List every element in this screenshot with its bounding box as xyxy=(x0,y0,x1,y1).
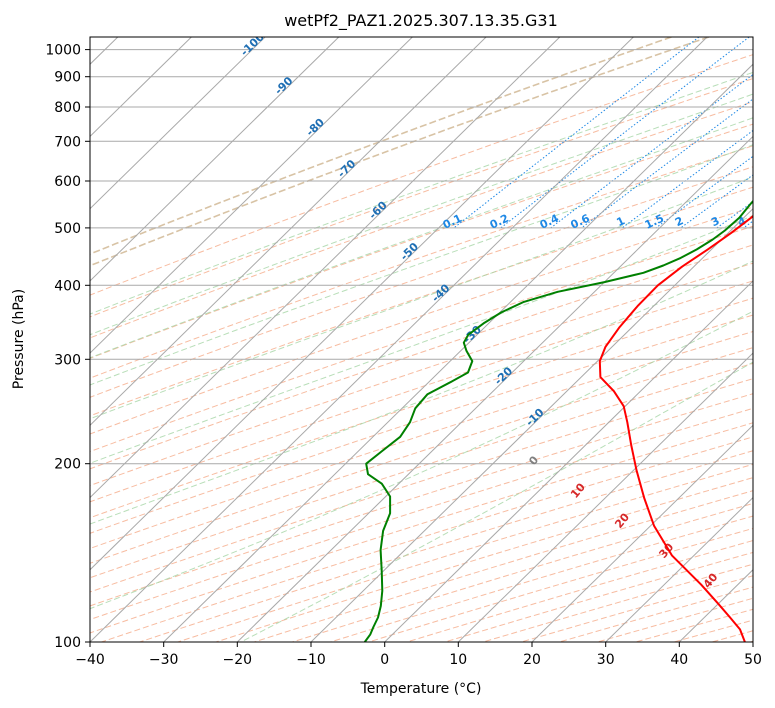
moist-adiabat-line xyxy=(90,176,753,420)
x-axis-ticks: −40 −30 −20 −10 0 10 20 30 40 50 xyxy=(75,642,762,668)
chart-title: wetPf2_PAZ1.2025.307.13.35.G31 xyxy=(284,11,558,31)
isotherm-line xyxy=(90,37,340,282)
isotherm-line xyxy=(605,496,753,642)
dry-adiabat-line xyxy=(90,244,753,470)
isotherm-line xyxy=(163,63,753,642)
y-tick-label: 700 xyxy=(54,134,81,150)
isotherm-line xyxy=(90,37,487,427)
isotherm-line xyxy=(90,37,634,571)
moist-adiabat-line xyxy=(90,117,753,359)
isotherm-line xyxy=(90,37,266,210)
mixing-ratio-line xyxy=(581,98,753,229)
x-tick-label: 50 xyxy=(744,652,762,668)
dry-adiabat-line xyxy=(90,145,753,379)
dry-adiabat-line xyxy=(90,78,753,318)
y-tick-label: 600 xyxy=(54,174,81,190)
y-axis-ticks: 1000 900 800 700 600 500 400 300 200 100 xyxy=(45,43,90,651)
x-axis-label: Temperature (°C) xyxy=(360,681,482,697)
moist-adiabat-line xyxy=(90,260,753,525)
moist-adiabat-line xyxy=(90,310,753,610)
x-tick-label: −10 xyxy=(296,652,326,668)
isotherms xyxy=(90,37,753,642)
moist-adiabat-line xyxy=(240,361,753,642)
moist-adiabat-line xyxy=(90,71,753,315)
dewpoint-profile xyxy=(363,199,753,642)
temperature-profile xyxy=(598,214,753,642)
isotherm-line xyxy=(531,424,753,642)
isotherm-line xyxy=(90,37,413,354)
isotherm-line xyxy=(384,280,753,642)
mixing-ratio-line xyxy=(655,155,753,229)
isotherm-line xyxy=(236,135,753,642)
dry-adiabat-line xyxy=(90,186,753,417)
isobars xyxy=(90,49,753,642)
y-tick-label: 1000 xyxy=(45,43,81,59)
isotherm-line xyxy=(457,352,753,642)
mixing-ratio-line xyxy=(453,37,700,229)
dry-adiabat-line xyxy=(90,166,753,398)
y-tick-label: 900 xyxy=(54,70,81,86)
boundary-adiabat-line xyxy=(90,37,672,255)
x-tick-label: −30 xyxy=(149,652,179,668)
y-axis-label: Pressure (hPa) xyxy=(11,289,27,389)
y-tick-label: 800 xyxy=(54,100,81,116)
plot-frame xyxy=(89,36,754,643)
x-tick-label: 10 xyxy=(449,652,467,668)
dry-adiabat-line xyxy=(90,54,753,296)
x-tick-label: 30 xyxy=(597,652,615,668)
moist-adiabats xyxy=(90,71,753,642)
y-tick-label: 400 xyxy=(54,278,81,294)
x-tick-label: −20 xyxy=(223,652,253,668)
isotherm-line xyxy=(90,37,561,499)
sounding-profiles xyxy=(363,199,753,642)
isotherm-line xyxy=(310,207,753,642)
y-tick-label: 500 xyxy=(54,221,81,237)
dry-adiabat-line xyxy=(90,330,753,549)
x-tick-label: 0 xyxy=(380,652,389,668)
dry-adiabat-line xyxy=(90,280,753,503)
x-tick-label: −40 xyxy=(75,652,105,668)
y-tick-label: 100 xyxy=(54,635,81,651)
dry-adiabat-line xyxy=(90,362,753,579)
mixing-ratio-line xyxy=(550,73,753,229)
x-tick-label: 20 xyxy=(523,652,541,668)
x-tick-label: 40 xyxy=(670,652,688,668)
isotherm-line xyxy=(90,37,708,642)
y-tick-label: 200 xyxy=(54,457,81,473)
dry-adiabat-line xyxy=(90,225,753,453)
boundary-adiabat-line xyxy=(90,37,710,267)
moist-adiabat-line xyxy=(90,144,753,386)
y-tick-label: 300 xyxy=(54,352,81,368)
dry-adiabat-line xyxy=(90,297,753,519)
